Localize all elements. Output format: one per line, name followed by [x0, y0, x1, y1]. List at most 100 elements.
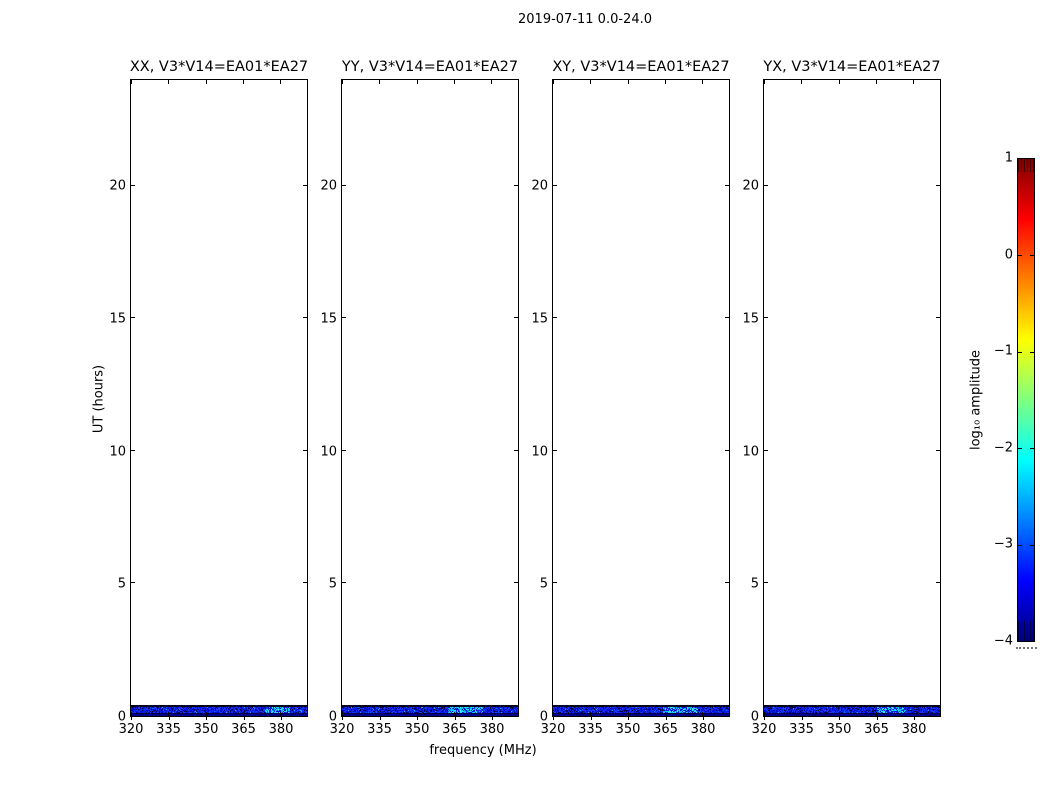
x-tick-mark-outer [454, 717, 456, 720]
y-axis-label: UT (hours) [91, 364, 107, 434]
y-tick-mark [936, 185, 940, 186]
x-tick-mark-outer [131, 717, 132, 720]
panel-title: YX, V3*V14=EA01*EA27 [763, 59, 941, 75]
x-tick-mark [379, 80, 380, 84]
x-tick-mark-outer [628, 717, 629, 720]
x-tick-mark [243, 80, 244, 84]
y-tick-mark [514, 582, 518, 583]
colorbar-tick-label: 1 [1004, 150, 1013, 166]
y-tick-mark [936, 450, 940, 451]
y-tick-label: 10 [320, 444, 337, 460]
x-tick-label: 320 [329, 722, 355, 737]
x-tick-mark [702, 80, 703, 84]
panel-yy: YY, V3*V14=EA01*EA27 [341, 59, 519, 717]
x-tick-mark-outer [665, 717, 667, 720]
y-tick-mark [725, 582, 729, 583]
y-tick-mark [342, 450, 346, 451]
y-tick-label: 20 [109, 178, 126, 194]
x-tick-mark [590, 80, 591, 84]
x-tick-label: 320 [751, 722, 777, 737]
x-tick-mark [628, 80, 629, 84]
y-tick-mark [303, 185, 307, 186]
y-tick-label: 10 [531, 444, 548, 460]
x-tick-mark-outer [492, 717, 493, 720]
y-tick-mark [131, 317, 135, 318]
x-tick-mark [206, 712, 207, 716]
x-tick-mark [206, 80, 207, 84]
x-tick-label: 335 [156, 722, 181, 737]
y-tick-mark [514, 185, 518, 186]
y-tick-label: 5 [539, 576, 548, 592]
x-tick-mark [876, 80, 877, 84]
x-tick-mark [839, 80, 840, 84]
x-tick-mark [454, 80, 455, 84]
colorbar-tick-label: 0 [1004, 247, 1013, 263]
figure-title: 2019-07-11 0.0-24.0 [518, 12, 652, 27]
x-tick-mark [379, 712, 380, 716]
y-tick-label: 5 [328, 576, 337, 592]
y-tick-label: 15 [742, 311, 759, 327]
y-tick-mark [936, 317, 940, 318]
y-tick-mark [303, 582, 307, 583]
y-tick-mark [764, 582, 768, 583]
x-tick-mark [280, 712, 281, 716]
x-tick-label: 380 [901, 722, 927, 737]
panel-title: XY, V3*V14=EA01*EA27 [552, 59, 730, 75]
x-tick-mark [913, 712, 914, 716]
x-tick-mark [764, 712, 765, 716]
y-tick-label: 10 [742, 444, 759, 460]
colorbar-gradient [1017, 158, 1035, 642]
x-tick-mark [839, 712, 840, 716]
x-tick-mark-outer [379, 717, 381, 720]
y-tick-mark [764, 185, 768, 186]
x-tick-mark-outer [342, 717, 343, 720]
x-tick-mark-outer [876, 717, 878, 720]
colorbar-tick-label: −3 [993, 536, 1013, 552]
y-tick-mark [342, 582, 346, 583]
dynamic-spectrum-band [553, 705, 729, 716]
x-tick-mark-outer [764, 717, 765, 720]
y-tick-mark [131, 582, 135, 583]
colorbar-underflow-dots [1016, 647, 1037, 649]
x-tick-label: 365 [231, 722, 256, 737]
y-tick-mark [553, 582, 557, 583]
x-tick-mark [764, 80, 765, 84]
x-tick-mark-outer [590, 717, 592, 720]
y-tick-mark [553, 185, 557, 186]
x-tick-mark [280, 80, 281, 84]
x-tick-mark [801, 712, 802, 716]
dynamic-spectrum-band [764, 705, 940, 716]
panel-xy: XY, V3*V14=EA01*EA27 [552, 59, 730, 717]
x-tick-label: 335 [578, 722, 603, 737]
y-tick-label: 5 [117, 576, 126, 592]
y-tick-label: 20 [742, 178, 759, 194]
y-tick-mark [131, 185, 135, 186]
y-tick-label: 0 [750, 709, 759, 725]
colorbar-tick-label: −1 [993, 343, 1013, 359]
y-tick-mark [131, 450, 135, 451]
x-tick-label: 380 [268, 722, 294, 737]
colorbar-tick-mark [1018, 351, 1022, 353]
colorbar-top-hatch [1018, 159, 1034, 172]
colorbar-tick-mark [1018, 544, 1022, 546]
x-tick-mark [243, 712, 244, 716]
colorbar-label: log₁₀ amplitude [968, 349, 984, 451]
y-tick-label: 10 [109, 444, 126, 460]
colorbar-tick-mark [1018, 448, 1022, 450]
colorbar-tick-mark [1030, 448, 1034, 450]
x-tick-label: 365 [653, 722, 678, 737]
x-tick-mark [628, 712, 629, 716]
y-tick-label: 0 [328, 709, 337, 725]
x-axis-label: frequency (MHz) [429, 743, 537, 758]
x-tick-label: 380 [690, 722, 716, 737]
y-tick-mark [514, 317, 518, 318]
y-tick-mark [514, 450, 518, 451]
x-tick-mark [131, 712, 132, 716]
x-tick-mark [491, 80, 492, 84]
y-tick-mark [764, 317, 768, 318]
dynamic-spectrum-band [342, 705, 518, 716]
x-tick-mark-outer [243, 717, 245, 720]
x-tick-mark [342, 712, 343, 716]
panel-yx: YX, V3*V14=EA01*EA27 [763, 59, 941, 717]
